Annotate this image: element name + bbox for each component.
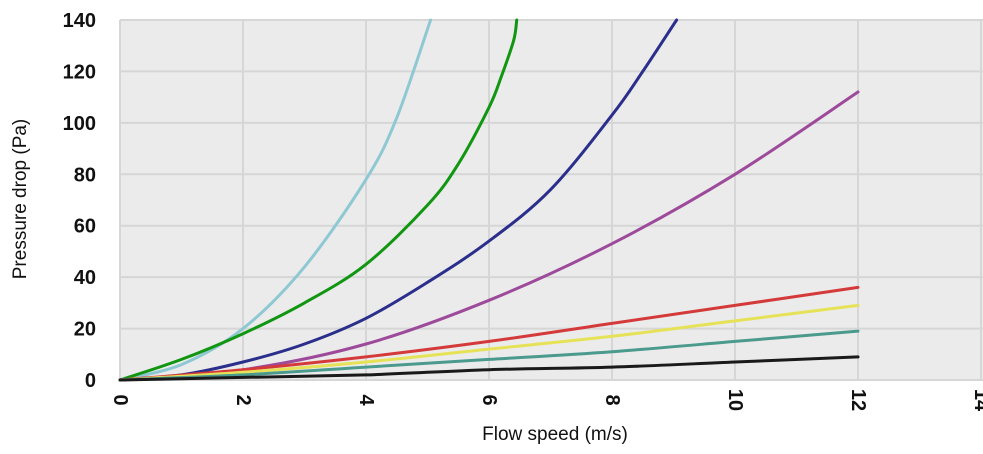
x-tick-label: 14 (970, 389, 983, 412)
x-tick-label: 0 (109, 394, 131, 405)
grid-lines (119, 19, 983, 381)
y-tick-label: 20 (74, 319, 96, 341)
series-line-5 (118, 285, 860, 382)
series-line-6 (118, 303, 860, 382)
y-tick-label: 0 (85, 370, 96, 392)
x-tick-label: 4 (355, 394, 377, 406)
x-tick-label: 8 (601, 394, 623, 405)
y-tick-label: 60 (74, 216, 96, 238)
y-axis-ticks: 0 20 40 60 80 100 120 140 (63, 10, 96, 392)
plot-area (120, 20, 983, 380)
y-tick-label: 40 (74, 267, 96, 289)
x-axis-ticks: 0 2 4 6 8 10 12 14 (109, 389, 983, 412)
series-line-2 (118, 18, 519, 382)
x-tick-label: 12 (847, 389, 869, 411)
y-tick-label: 100 (63, 113, 96, 135)
y-tick-label: 140 (63, 10, 96, 32)
x-tick-label: 6 (478, 394, 500, 405)
series-line-1 (118, 18, 433, 382)
x-axis-title: Flow speed (m/s) (482, 424, 628, 445)
y-axis-title: Pressure drop (Pa) (10, 119, 31, 280)
x-tick-label: 2 (232, 394, 254, 405)
series-line-7 (118, 329, 860, 382)
y-tick-label: 120 (63, 61, 96, 83)
series-lines (118, 18, 860, 382)
y-tick-label: 80 (74, 164, 96, 186)
series-line-3 (118, 18, 679, 382)
x-tick-label: 10 (724, 389, 746, 411)
series-line-8 (118, 355, 860, 382)
